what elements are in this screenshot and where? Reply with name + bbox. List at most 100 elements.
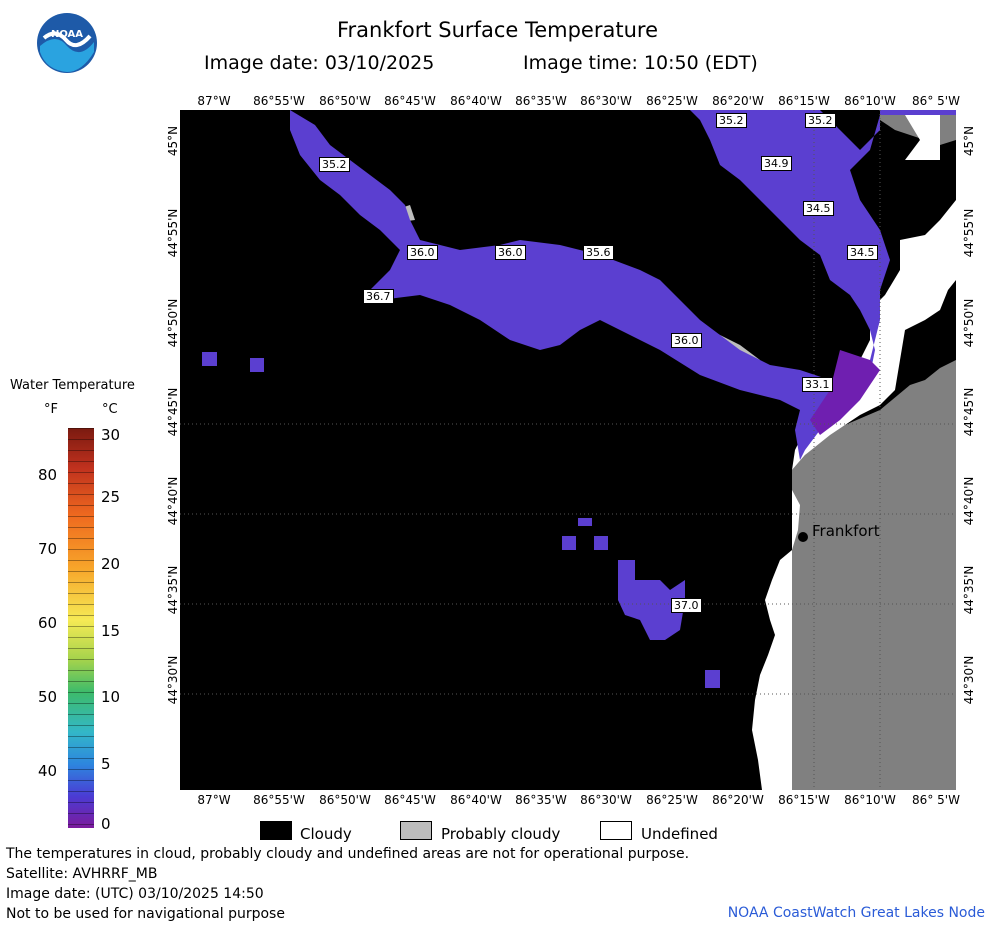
nav-warning-text: Not to be used for navigational purpose — [6, 906, 285, 922]
lat-label: 44°55'N — [962, 208, 976, 258]
temperature-label: 35.2 — [805, 113, 836, 128]
water-band — [290, 110, 956, 460]
lon-label: 86°35'W — [515, 793, 567, 807]
lon-label: 86°20'W — [712, 793, 764, 807]
water-pixel — [594, 536, 608, 550]
c-tick: 30 — [101, 426, 121, 444]
legend-probably-cloudy-label: Probably cloudy — [441, 825, 561, 843]
temperature-label: 33.1 — [802, 377, 833, 392]
temperature-label: 34.5 — [803, 201, 834, 216]
lat-label: 44°30'N — [962, 655, 976, 705]
f-tick: 60 — [38, 614, 58, 632]
land-area — [792, 360, 956, 790]
lon-label: 86°50'W — [319, 793, 371, 807]
credit-text: NOAA CoastWatch Great Lakes Node — [727, 905, 985, 921]
temperature-label: 36.0 — [671, 333, 702, 348]
lat-label: 44°40'N — [962, 476, 976, 526]
disclaimer-text: The temperatures in cloud, probably clou… — [6, 846, 690, 862]
lat-label: 44°50'N — [166, 298, 180, 348]
f-tick: 40 — [38, 762, 58, 780]
scale-title: Water Temperature — [10, 378, 135, 393]
image-date: Image date: 03/10/2025 — [204, 52, 435, 74]
lon-label: 86°40'W — [450, 793, 502, 807]
lon-label: 86°30'W — [580, 94, 632, 108]
city-label: Frankfort — [812, 522, 880, 540]
map-title: Frankfort Surface Temperature — [336, 18, 658, 42]
water-pixel — [250, 358, 264, 372]
temperature-label: 34.9 — [761, 156, 792, 171]
map-panel: 35.2 35.2 35.2 34.9 34.5 34.5 36.0 36.0 … — [180, 110, 956, 790]
lat-label: 44°45'N — [962, 387, 976, 437]
c-tick: 15 — [101, 622, 121, 640]
lon-label: 86°45'W — [384, 94, 436, 108]
c-tick: 20 — [101, 555, 121, 573]
unit-celsius: °C — [102, 402, 118, 417]
noaa-logo: NOAA — [36, 12, 98, 74]
legend-undefined-label: Undefined — [641, 825, 718, 843]
grid-lines — [180, 110, 956, 790]
water-band-dark — [810, 350, 880, 435]
unit-fahrenheit: °F — [44, 402, 58, 417]
temperature-label: 36.0 — [407, 245, 438, 260]
lon-label: 86°20'W — [712, 94, 764, 108]
lon-label: 86°35'W — [515, 94, 567, 108]
color-scale-bar — [68, 428, 94, 828]
legend-undefined-swatch — [600, 821, 632, 840]
temperature-label: 35.6 — [583, 245, 614, 260]
water-cluster — [618, 560, 685, 640]
water-pixel — [705, 670, 720, 688]
c-tick: 0 — [101, 815, 111, 833]
legend-probably-cloudy-swatch — [400, 821, 432, 840]
lat-label: 44°45'N — [166, 387, 180, 437]
lon-label: 86°10'W — [844, 793, 896, 807]
lon-label: 86°45'W — [384, 793, 436, 807]
lat-label: 44°30'N — [166, 655, 180, 705]
c-tick: 10 — [101, 688, 121, 706]
f-tick: 80 — [38, 466, 58, 484]
temperature-label: 36.7 — [363, 289, 394, 304]
lon-label: 86° 5'W — [912, 94, 960, 108]
lon-label: 86°25'W — [646, 793, 698, 807]
lon-label: 86°25'W — [646, 94, 698, 108]
lon-label: 86°55'W — [253, 94, 305, 108]
lat-label: 44°35'N — [962, 565, 976, 615]
temperature-label: 35.2 — [319, 157, 350, 172]
lon-label: 86° 5'W — [912, 793, 960, 807]
lon-label: 86°55'W — [253, 793, 305, 807]
undefined-patch — [905, 115, 940, 160]
water-pixel — [578, 518, 592, 526]
legend-cloudy-label: Cloudy — [300, 825, 352, 843]
lat-label: 45°N — [962, 125, 976, 157]
satellite-text: Satellite: AVHRRF_MB — [6, 866, 158, 882]
lon-label: 87°W — [197, 94, 231, 108]
lat-label: 45°N — [166, 125, 180, 157]
logo-text: NOAA — [50, 29, 84, 40]
temperature-label: 37.0 — [671, 598, 702, 613]
temperature-label: 36.0 — [495, 245, 526, 260]
lon-label: 86°30'W — [580, 793, 632, 807]
lon-label: 86°10'W — [844, 94, 896, 108]
lat-label: 44°55'N — [166, 208, 180, 258]
scale-ticks — [68, 428, 94, 828]
lat-label: 44°50'N — [962, 298, 976, 348]
legend-cloudy-swatch — [260, 821, 292, 840]
f-tick: 50 — [38, 688, 58, 706]
utc-date-text: Image date: (UTC) 03/10/2025 14:50 — [6, 886, 264, 902]
water-pixel — [202, 352, 217, 366]
image-time: Image time: 10:50 (EDT) — [523, 52, 758, 74]
lat-label: 44°35'N — [166, 565, 180, 615]
temperature-label: 34.5 — [847, 245, 878, 260]
map-svg — [180, 110, 956, 790]
water-pixel — [562, 536, 576, 550]
temperature-label: 35.2 — [716, 113, 747, 128]
c-tick: 25 — [101, 488, 121, 506]
c-tick: 5 — [101, 755, 111, 773]
frankfort-marker — [798, 532, 808, 542]
lon-label: 86°15'W — [778, 793, 830, 807]
lat-label: 44°40'N — [166, 476, 180, 526]
lon-label: 86°15'W — [778, 94, 830, 108]
lon-label: 87°W — [197, 793, 231, 807]
lon-label: 86°50'W — [319, 94, 371, 108]
lon-label: 86°40'W — [450, 94, 502, 108]
undefined-coast-strip — [752, 490, 800, 790]
